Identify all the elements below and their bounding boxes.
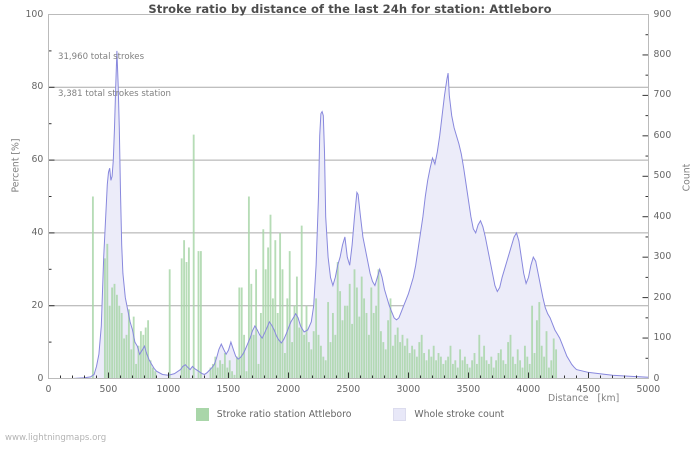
tick-label: 100 [25, 8, 44, 20]
tick-label: 700 [653, 89, 672, 101]
whole-stroke-count-area [48, 50, 649, 379]
tick-label: 800 [653, 48, 672, 60]
annotation-total-strokes-station: 3,381 total strokes station [58, 89, 171, 100]
tick-label: 60 [31, 154, 44, 166]
plot-frame [48, 14, 649, 379]
tick-label: 100 [653, 332, 672, 344]
tick-label: 0 [37, 372, 44, 384]
chart-annotations: 31,960 total strokes 3,381 total strokes… [58, 27, 171, 125]
legend-label-stroke-ratio: Stroke ratio station Attleboro [216, 409, 352, 420]
tick-label: 20 [31, 299, 44, 311]
tick-label: 200 [653, 291, 672, 303]
y-axis-label-left: Percent [%] [10, 138, 22, 193]
tick-label: 80 [31, 81, 44, 93]
legend-label-whole-stroke-count: Whole stroke count [414, 409, 505, 420]
tick-label: 500 [653, 170, 672, 182]
tick-label: 1500 [216, 383, 241, 395]
tick-label: 3000 [396, 383, 421, 395]
tick-label: 4000 [516, 383, 541, 395]
axis-ticks [48, 14, 649, 379]
y-axis-label-right: Count [681, 163, 693, 192]
tick-label: 5000 [636, 383, 661, 395]
footer-url: www.lightningmaps.org [5, 433, 107, 443]
tick-label: 400 [653, 210, 672, 222]
tick-label: 600 [653, 129, 672, 141]
x-axis-label: Distance [km] [548, 393, 620, 404]
tick-label: 40 [31, 226, 44, 238]
tick-label: 500 [99, 383, 118, 395]
stroke-ratio-bars [91, 134, 558, 379]
tick-label: 300 [653, 251, 672, 263]
tick-label: 0 [45, 383, 52, 395]
annotation-total-strokes: 31,960 total strokes [58, 52, 145, 63]
tick-label: 1000 [156, 383, 181, 395]
legend-item-whole-stroke-count: Whole stroke count [393, 408, 504, 421]
tick-label: 2000 [276, 383, 301, 395]
tick-label: 900 [653, 8, 672, 20]
chart-legend: Stroke ratio station Attleboro Whole str… [0, 408, 700, 421]
tick-label: 2500 [336, 383, 361, 395]
tick-label: 4500 [576, 383, 601, 395]
whole-stroke-count-line [48, 50, 649, 379]
legend-item-stroke-ratio: Stroke ratio station Attleboro [195, 408, 352, 421]
tick-label: 3500 [456, 383, 481, 395]
green-swatch-icon [195, 408, 209, 421]
tick-label: 0 [653, 372, 660, 384]
lavender-swatch-icon [393, 408, 407, 421]
chart-title: Stroke ratio by distance of the last 24h… [148, 2, 552, 16]
